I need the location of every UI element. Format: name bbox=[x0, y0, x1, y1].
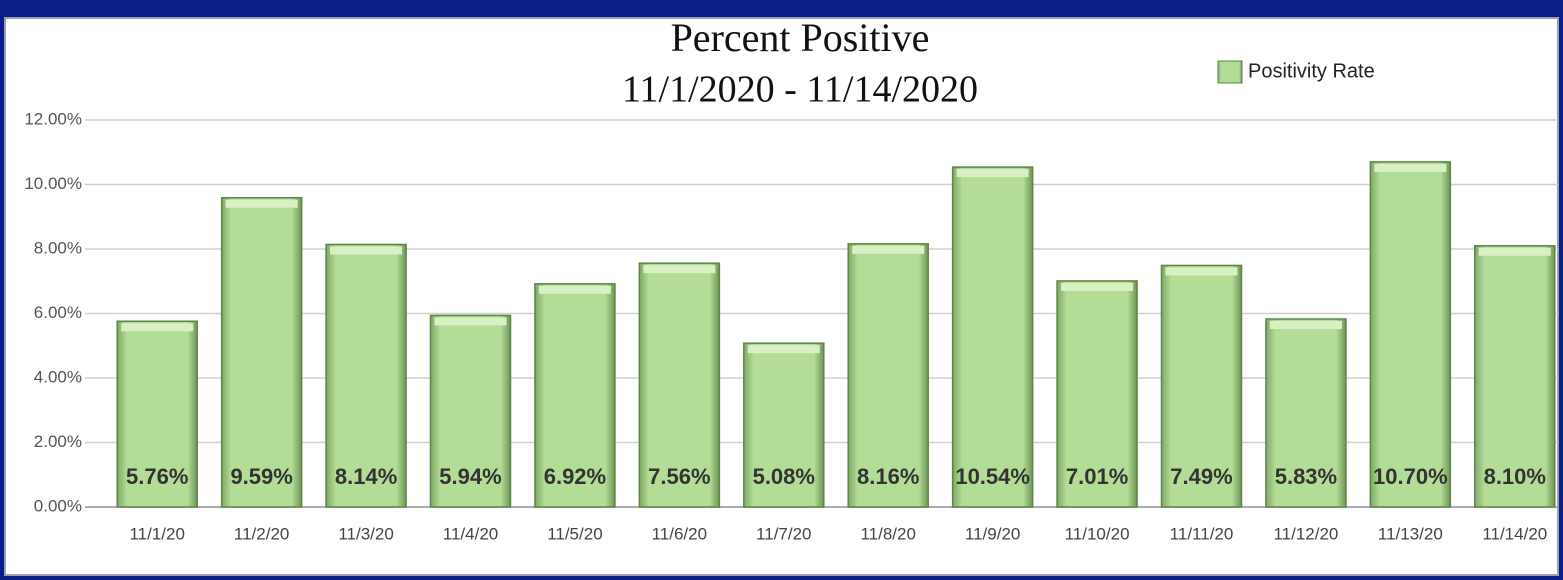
x-tick-label: 11/1/20 bbox=[129, 524, 184, 543]
x-tick-label: 11/11/20 bbox=[1170, 524, 1234, 543]
y-tick-label: 0.00% bbox=[34, 496, 82, 515]
value-label: 6.92% bbox=[544, 464, 606, 489]
bar-bevel bbox=[1165, 267, 1238, 276]
bar bbox=[847, 243, 929, 508]
x-tick-label: 11/14/20 bbox=[1482, 524, 1547, 543]
bar-bevel bbox=[538, 285, 611, 294]
y-tick-label: 8.00% bbox=[34, 238, 82, 257]
x-tick-label: 11/10/20 bbox=[1065, 524, 1130, 543]
bar bbox=[429, 314, 512, 508]
x-tick-label: 11/13/20 bbox=[1378, 524, 1443, 543]
bar-bevel bbox=[1061, 282, 1134, 291]
bar bbox=[534, 283, 616, 508]
bar-bevel bbox=[956, 169, 1029, 178]
bar bbox=[116, 320, 198, 508]
value-label: 5.94% bbox=[439, 464, 501, 489]
bar bbox=[325, 243, 407, 508]
value-label: 9.59% bbox=[230, 464, 292, 489]
bar bbox=[1369, 161, 1452, 508]
bar-bevel bbox=[330, 246, 403, 255]
value-label: 10.70% bbox=[1373, 464, 1448, 489]
x-tick-label: 11/12/20 bbox=[1273, 524, 1338, 543]
y-tick-label: 6.00% bbox=[34, 303, 82, 322]
y-tick-label: 12.00% bbox=[24, 109, 82, 128]
bar bbox=[638, 262, 721, 508]
bar bbox=[951, 166, 1034, 508]
chart-subtitle: 11/1/2020 - 11/14/2020 bbox=[622, 69, 978, 111]
bar bbox=[1474, 245, 1556, 508]
value-label: 7.49% bbox=[1170, 464, 1232, 489]
x-tick-label: 11/2/20 bbox=[234, 524, 289, 543]
x-tick-label: 11/4/20 bbox=[443, 524, 498, 543]
bar bbox=[220, 196, 303, 508]
value-label: 10.54% bbox=[955, 464, 1030, 489]
y-tick-label: 2.00% bbox=[34, 432, 82, 451]
y-tick-label: 10.00% bbox=[24, 174, 82, 193]
bar bbox=[1160, 264, 1243, 508]
bar-bevel bbox=[643, 265, 716, 274]
value-label: 5.76% bbox=[126, 464, 188, 489]
value-label: 8.10% bbox=[1484, 464, 1546, 489]
legend-label: Positivity Rate bbox=[1248, 60, 1375, 82]
bar-bevel bbox=[434, 317, 507, 326]
bar bbox=[1265, 318, 1347, 508]
value-label: 5.83% bbox=[1275, 464, 1337, 489]
x-tick-label: 11/8/20 bbox=[860, 524, 915, 543]
value-label: 8.16% bbox=[857, 464, 919, 489]
chart-title: Percent Positive bbox=[671, 15, 930, 60]
bar-bevel bbox=[1478, 247, 1551, 256]
bar-bevel bbox=[1269, 320, 1342, 329]
bar-bevel bbox=[852, 245, 925, 254]
bar-bevel bbox=[747, 345, 820, 354]
x-tick-label: 11/6/20 bbox=[652, 524, 707, 543]
bar bbox=[743, 342, 825, 508]
bar-bevel bbox=[1374, 163, 1447, 172]
value-label: 8.14% bbox=[335, 464, 397, 489]
x-tick-label: 11/3/20 bbox=[338, 524, 393, 543]
x-tick-label: 11/5/20 bbox=[547, 524, 602, 543]
value-label: 7.01% bbox=[1066, 464, 1128, 489]
x-tick-label: 11/9/20 bbox=[965, 524, 1020, 543]
bar-bevel bbox=[121, 323, 194, 332]
legend-swatch bbox=[1217, 60, 1243, 84]
y-tick-label: 4.00% bbox=[34, 367, 82, 386]
bar-bevel bbox=[225, 199, 298, 208]
value-label: 7.56% bbox=[648, 464, 710, 489]
value-label: 5.08% bbox=[753, 464, 815, 489]
bar bbox=[1056, 280, 1138, 508]
x-tick-label: 11/7/20 bbox=[756, 524, 811, 543]
